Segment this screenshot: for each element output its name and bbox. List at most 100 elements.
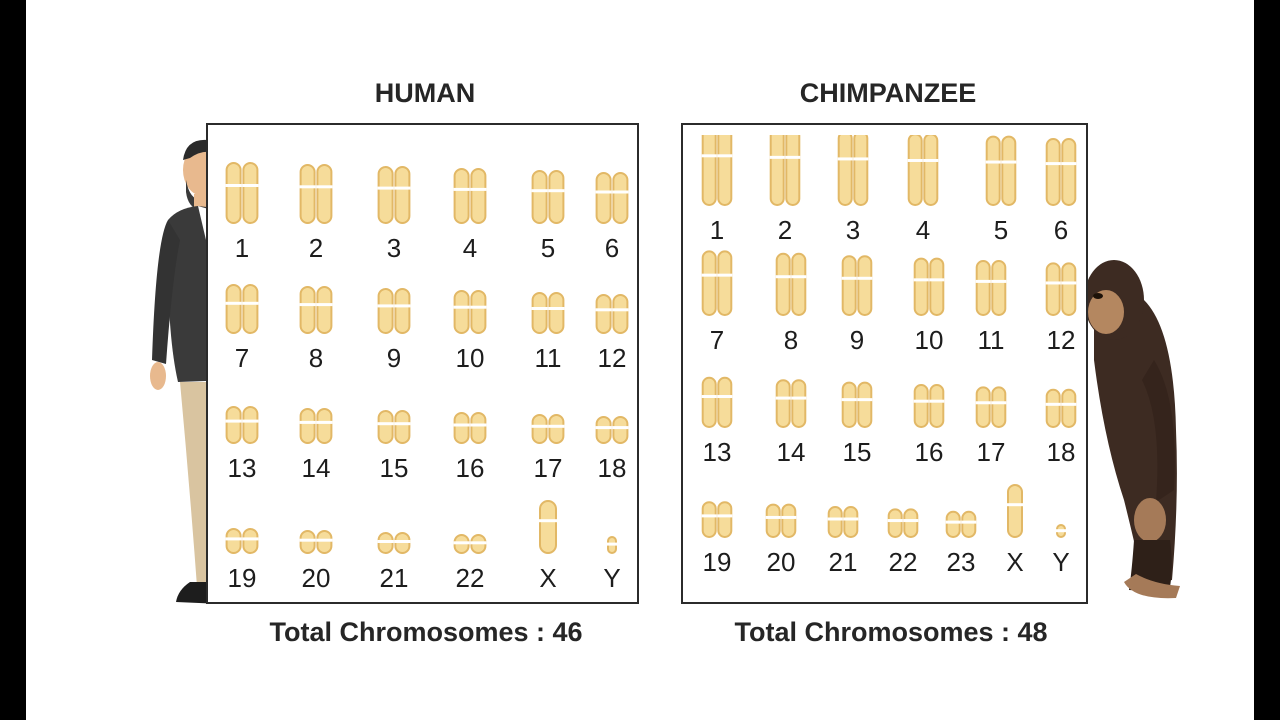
centromere-mark (913, 399, 929, 403)
centromere-mark (907, 158, 923, 162)
centromere-mark (453, 541, 470, 545)
chromosome-pair-icon (453, 412, 487, 444)
human-title: HUMAN (374, 78, 476, 108)
human-chromosome-5: 5 (503, 153, 593, 263)
centromere-mark (470, 187, 487, 191)
centromere-mark (857, 276, 873, 280)
centromere-mark (394, 304, 411, 308)
chromosome-shape (242, 406, 259, 444)
chromosome-number-label: 17 (976, 437, 1006, 467)
chromosome-pair-icon (701, 135, 733, 206)
chromosome-shape (945, 510, 961, 538)
centromere-mark (394, 186, 411, 190)
chromosome-pair-icon (841, 381, 873, 429)
chromosome-shape (1001, 135, 1017, 207)
centromere-mark (827, 517, 843, 521)
centromere-mark (299, 420, 316, 424)
centromere-mark (775, 396, 791, 400)
chromosome-number-label: X (539, 563, 557, 593)
centromere-mark (377, 540, 394, 543)
chromosome-shape (316, 408, 333, 444)
chromosome-shape (394, 166, 411, 224)
centromere-mark (377, 422, 394, 426)
human-karyotype-panel: 1 2 3 4 5 6 7 8 9 10 11 12 13 14 15 16 17 18 19 20 21 22 X Y (206, 123, 639, 604)
chromosome-number-label: 22 (888, 547, 918, 577)
chromosome-number-label: 9 (849, 325, 865, 355)
chromosome-pair-icon (1007, 484, 1023, 538)
chromosome-shape (595, 294, 612, 334)
chromosome-pair-icon (595, 172, 629, 224)
centromere-mark (612, 308, 629, 312)
centromere-mark (612, 426, 629, 430)
chromosome-number-label: X (1006, 547, 1024, 577)
chimp-karyotype-panel: 1 2 3 4 5 6 7 8 9 10 11 12 13 14 15 16 17 18 19 20 21 22 23 X Y (681, 123, 1088, 604)
chromosome-shape (1045, 388, 1061, 428)
human-chromosome-20: 20 (271, 483, 361, 593)
centromere-mark (1045, 281, 1061, 285)
centromere-mark (316, 303, 333, 307)
chromosome-number-label: 4 (462, 233, 478, 263)
chimp-chromosome-17: 17 (946, 357, 1036, 467)
chromosome-pair-icon (1045, 388, 1077, 428)
chromosome-pair-icon (377, 288, 411, 334)
human-chromosome-19: 19 (197, 483, 287, 593)
centromere-mark (1061, 281, 1077, 285)
centromere-mark (225, 301, 242, 305)
chromosome-number-label: 12 (1046, 325, 1076, 355)
chimp-chromosome-21: 21 (798, 467, 888, 577)
centromere-mark (531, 189, 548, 193)
centromere-mark (929, 399, 945, 403)
chromosome-shape (701, 376, 717, 428)
human-chromosome-21: 21 (349, 483, 439, 593)
chromosome-shape (225, 162, 242, 224)
chromosome-shape (791, 379, 807, 428)
chromosome-shape (785, 135, 801, 206)
chimp-chromosome-18: 18 (1016, 357, 1106, 467)
chimp-chromosome-9: 9 (812, 245, 902, 355)
chromosome-shape (531, 292, 548, 334)
chromosome-shape (1061, 262, 1077, 316)
chromosome-shape (1061, 138, 1077, 206)
chromosome-pair-icon (531, 414, 565, 444)
centromere-mark (887, 519, 903, 523)
centromere-mark (225, 184, 242, 187)
centromere-mark (765, 515, 781, 519)
chromosome-pair-icon (595, 416, 629, 444)
chromosome-number-label: 11 (977, 325, 1005, 355)
human-chromosome-2: 2 (271, 153, 361, 263)
chromosome-pair-icon (701, 250, 733, 316)
chimp-chromosome-Y: Y (1016, 467, 1106, 577)
chimp-chromosome-13: 13 (672, 357, 762, 467)
chromosome-pair-icon (913, 257, 945, 317)
chromosome-shape (985, 135, 1001, 207)
human-chromosome-1: 1 (197, 153, 287, 263)
chromosome-number-label: 2 (777, 215, 793, 245)
chromosome-shape (377, 410, 394, 444)
chromosome-number-label: 15 (842, 437, 872, 467)
centromere-mark (791, 396, 807, 400)
chromosome-pair-icon (907, 135, 939, 206)
diagram-canvas: HUMAN CHIMPANZEE 1 2 3 4 5 6 7 8 9 10 11 12 13 14 15 16… (26, 0, 1254, 720)
chromosome-shape (991, 386, 1007, 428)
chromosome-shape (857, 381, 873, 429)
chromosome-number-label: 6 (604, 233, 620, 263)
chromosome-shape (929, 384, 945, 428)
human-chromosome-12: 12 (567, 263, 657, 373)
chromosome-pair-icon (765, 503, 797, 538)
centromere-mark (701, 514, 717, 518)
chromosome-shape (791, 252, 807, 317)
human-chromosome-14: 14 (271, 373, 361, 483)
chromosome-pair-icon (769, 135, 801, 206)
centromere-mark (945, 520, 961, 524)
human-chromosome-15: 15 (349, 373, 439, 483)
chromosome-shape (612, 172, 629, 224)
centromere-mark (991, 279, 1007, 283)
centromere-mark (717, 273, 733, 277)
centromere-mark (242, 419, 259, 423)
centromere-mark (316, 538, 333, 542)
chromosome-shape (548, 414, 565, 444)
chimp-figure-icon (1084, 260, 1180, 599)
human-chromosome-4: 4 (425, 153, 515, 263)
chimp-chromosome-15: 15 (812, 357, 902, 467)
centromere-mark (595, 308, 612, 312)
